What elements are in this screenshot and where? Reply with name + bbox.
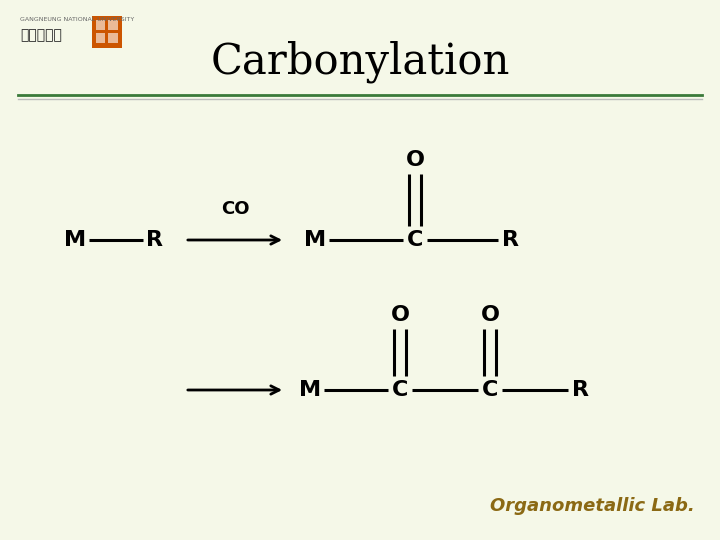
Text: R: R [146,230,163,250]
Text: Carbonylation: Carbonylation [210,40,510,83]
Text: CO: CO [221,200,249,218]
Text: O: O [480,305,500,325]
Text: Organometallic Lab.: Organometallic Lab. [490,497,695,515]
Text: O: O [405,150,425,170]
FancyBboxPatch shape [96,20,105,30]
Text: O: O [390,305,410,325]
Text: M: M [64,230,86,250]
Text: R: R [572,380,588,400]
Text: C: C [392,380,408,400]
Text: C: C [407,230,423,250]
FancyBboxPatch shape [96,33,105,43]
Text: C: C [482,380,498,400]
FancyBboxPatch shape [92,16,122,48]
Text: 강릉대학교: 강릉대학교 [20,28,62,42]
Text: M: M [304,230,326,250]
Text: M: M [299,380,321,400]
FancyBboxPatch shape [108,33,118,43]
Text: R: R [502,230,518,250]
Text: GANGNEUNG NATIONAL UNIVERSITY: GANGNEUNG NATIONAL UNIVERSITY [20,17,134,22]
FancyBboxPatch shape [108,20,118,30]
